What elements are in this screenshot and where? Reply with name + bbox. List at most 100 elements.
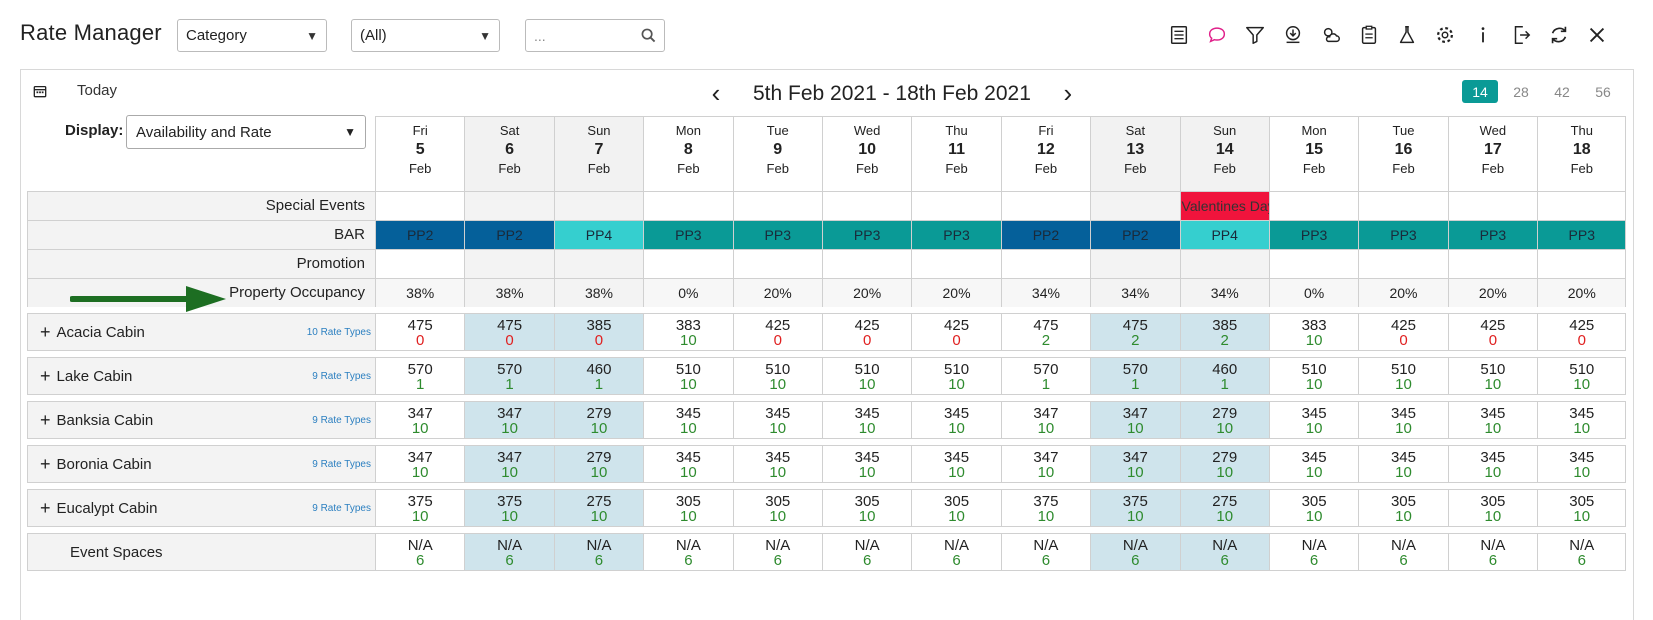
rate-cell[interactable]: N/A 6 [643, 533, 733, 571]
date-header-cell[interactable]: Mon 8 Feb [643, 116, 733, 191]
special-events-row-cell[interactable] [821, 191, 912, 220]
download-icon[interactable] [1274, 20, 1312, 50]
rate-cell[interactable]: 345 10 [1358, 401, 1448, 439]
date-header-cell[interactable]: Sun 14 Feb [1179, 116, 1269, 191]
room-label[interactable]: + Acacia Cabin 10 Rate Types [27, 313, 375, 351]
search-input[interactable]: ... [525, 19, 665, 52]
rate-cell[interactable]: 383 10 [1268, 313, 1359, 351]
rate-types-link[interactable]: 9 Rate Types [312, 414, 371, 426]
category-select[interactable]: Category ▼ [177, 19, 327, 52]
flask-icon[interactable] [1388, 20, 1426, 50]
occupancy-row-cell[interactable]: 38% [375, 278, 465, 307]
occupancy-row-cell[interactable]: 20% [1447, 278, 1538, 307]
span-option-28[interactable]: 28 [1513, 83, 1529, 100]
rate-cell[interactable]: 345 10 [1447, 445, 1538, 483]
rate-cell[interactable]: 305 10 [1447, 489, 1538, 527]
special-events-row-cell[interactable]: Valentines Day [1179, 191, 1269, 220]
date-header-cell[interactable]: Mon 15 Feb [1268, 116, 1359, 191]
bar-row-cell[interactable]: PP3 [821, 220, 912, 249]
expand-icon[interactable]: + [40, 453, 51, 474]
bar-row-cell[interactable]: PP3 [1358, 220, 1448, 249]
rate-cell[interactable]: N/A 6 [1090, 533, 1180, 571]
promotion-row-cell[interactable] [1268, 249, 1359, 278]
occupancy-row-cell[interactable]: 20% [821, 278, 912, 307]
rate-cell[interactable]: 345 10 [643, 445, 733, 483]
rate-cell[interactable]: 279 10 [553, 445, 644, 483]
rate-cell[interactable]: 385 2 [1179, 313, 1269, 351]
room-name[interactable]: + Eucalypt Cabin [40, 498, 157, 519]
close-icon[interactable] [1578, 20, 1616, 50]
date-header-cell[interactable]: Thu 11 Feb [911, 116, 1001, 191]
display-select[interactable]: Availability and Rate ▼ [126, 115, 366, 149]
span-option-42[interactable]: 42 [1554, 83, 1570, 100]
rate-cell[interactable]: 347 10 [1000, 401, 1091, 439]
special-events-row-cell[interactable] [464, 191, 554, 220]
bar-row-cell[interactable]: PP2 [1000, 220, 1091, 249]
promotion-row-cell[interactable] [1179, 249, 1269, 278]
rate-cell[interactable]: 279 10 [553, 401, 644, 439]
occupancy-row-cell[interactable]: 20% [732, 278, 822, 307]
filter-select[interactable]: (All) ▼ [351, 19, 500, 52]
rate-cell[interactable]: 345 10 [911, 445, 1001, 483]
occupancy-row-cell[interactable]: 38% [553, 278, 644, 307]
occupancy-row-cell[interactable]: 34% [1090, 278, 1180, 307]
date-header-cell[interactable]: Wed 17 Feb [1447, 116, 1538, 191]
bar-row-cell[interactable]: PP3 [1268, 220, 1359, 249]
promotion-row-cell[interactable] [553, 249, 644, 278]
rate-cell[interactable]: 279 10 [1179, 401, 1269, 439]
rate-types-link[interactable]: 9 Rate Types [312, 370, 371, 382]
rate-cell[interactable]: 305 10 [1358, 489, 1448, 527]
today-button[interactable]: Today [33, 82, 117, 99]
list-icon[interactable] [1160, 20, 1198, 50]
rate-cell[interactable]: 347 10 [375, 445, 465, 483]
span-option-56[interactable]: 56 [1595, 83, 1611, 100]
promotion-row-cell[interactable] [1447, 249, 1538, 278]
rate-cell[interactable]: 345 10 [821, 445, 912, 483]
rate-cell[interactable]: 375 10 [464, 489, 554, 527]
rate-cell[interactable]: 345 10 [732, 401, 822, 439]
rate-cell[interactable]: 510 10 [732, 357, 822, 395]
rate-cell[interactable]: N/A 6 [375, 533, 465, 571]
bar-row-cell[interactable]: PP4 [553, 220, 644, 249]
room-label[interactable]: + Banksia Cabin 9 Rate Types [27, 401, 375, 439]
span-option-14[interactable]: 14 [1462, 80, 1498, 103]
rate-cell[interactable]: 570 1 [1000, 357, 1091, 395]
rate-cell[interactable]: 279 10 [1179, 445, 1269, 483]
rate-cell[interactable]: N/A 6 [1358, 533, 1448, 571]
room-name[interactable]: + Lake Cabin [40, 366, 132, 387]
room-label[interactable]: + Lake Cabin 9 Rate Types [27, 357, 375, 395]
rate-cell[interactable]: 425 0 [1358, 313, 1448, 351]
rate-cell[interactable]: 510 10 [643, 357, 733, 395]
rate-cell[interactable]: N/A 6 [1447, 533, 1538, 571]
rate-cell[interactable]: 375 10 [375, 489, 465, 527]
rate-cell[interactable]: 425 0 [1537, 313, 1627, 351]
rate-cell[interactable]: N/A 6 [464, 533, 554, 571]
bar-row-cell[interactable]: PP3 [643, 220, 733, 249]
rate-cell[interactable]: 475 2 [1090, 313, 1180, 351]
date-header-cell[interactable]: Sat 6 Feb [464, 116, 554, 191]
date-header-cell[interactable]: Sun 7 Feb [553, 116, 644, 191]
special-events-row-cell[interactable] [1000, 191, 1091, 220]
expand-icon[interactable]: + [40, 321, 51, 342]
promotion-row-cell[interactable] [1090, 249, 1180, 278]
rate-cell[interactable]: 347 10 [1000, 445, 1091, 483]
bar-row-cell[interactable]: PP3 [1537, 220, 1627, 249]
refresh-icon[interactable] [1540, 20, 1578, 50]
bar-row-cell[interactable]: PP2 [464, 220, 554, 249]
promotion-row-cell[interactable] [643, 249, 733, 278]
rate-cell[interactable]: 347 10 [375, 401, 465, 439]
bar-row-cell[interactable]: PP3 [1447, 220, 1538, 249]
rate-cell[interactable]: 375 10 [1090, 489, 1180, 527]
rate-cell[interactable]: 425 0 [821, 313, 912, 351]
rate-cell[interactable]: 375 10 [1000, 489, 1091, 527]
rate-cell[interactable]: 475 2 [1000, 313, 1091, 351]
rate-cell[interactable]: 347 10 [464, 445, 554, 483]
rate-cell[interactable]: 275 10 [1179, 489, 1269, 527]
date-header-cell[interactable]: Sat 13 Feb [1090, 116, 1180, 191]
occupancy-row-cell[interactable]: 34% [1000, 278, 1091, 307]
rate-cell[interactable]: 570 1 [1090, 357, 1180, 395]
rate-types-link[interactable]: 9 Rate Types [312, 502, 371, 514]
chat-icon[interactable] [1198, 20, 1236, 50]
special-events-row-cell[interactable] [1358, 191, 1448, 220]
rate-cell[interactable]: 510 10 [1537, 357, 1627, 395]
